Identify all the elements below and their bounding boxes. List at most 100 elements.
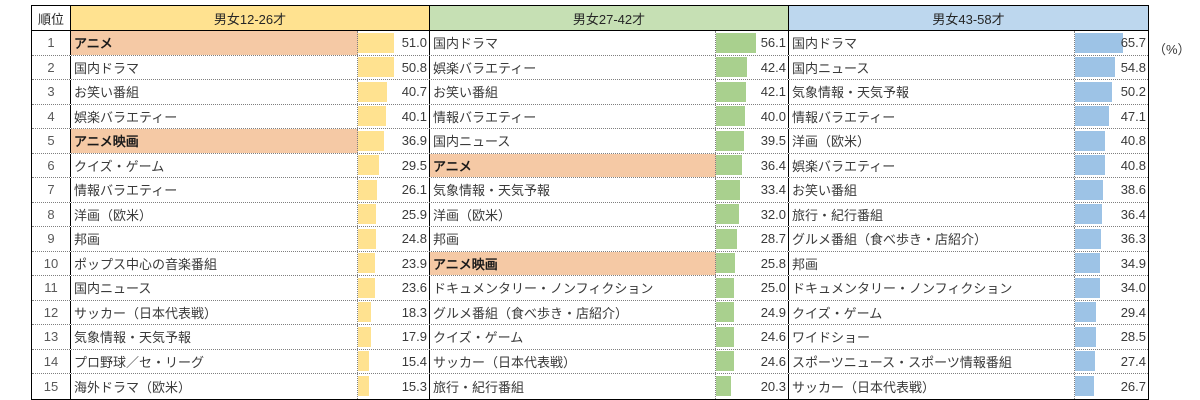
genre-label-cell: 洋画（欧米） [71, 202, 358, 227]
data-bar [716, 302, 734, 323]
value-text: 26.1 [401, 182, 427, 198]
data-bar [358, 326, 371, 347]
genre-label-cell: 国内ドラマ [71, 55, 358, 80]
data-bar [1075, 376, 1095, 397]
value-bar-cell: 25.9 [358, 202, 430, 227]
value-bar-cell: 39.5 [716, 129, 789, 153]
group-header-age-27-42: 男女27-42才 [430, 6, 789, 30]
genre-label-cell: クイズ・ゲーム [71, 153, 358, 178]
value-bar-cell: 15.3 [358, 374, 430, 399]
value-bar-cell: 47.1 [1075, 105, 1148, 129]
genre-label-cell: 娯楽バラエティー [789, 153, 1075, 178]
table-row: 5 アニメ映画 36.9 国内ニュース 39.5 洋画（欧米） 40.8 [32, 129, 1148, 154]
genre-label-cell: アニメ映画 [430, 251, 716, 276]
table-row: 10 ポップス中心の音楽番組 23.9 アニメ映画 25.8 邦画 34.9 [32, 251, 1148, 277]
value-text: 17.9 [401, 329, 427, 345]
value-bar-cell: 28.7 [716, 227, 789, 251]
value-text: 27.4 [1120, 353, 1146, 369]
table-row: 12 サッカー（日本代表戦） 18.3 グルメ番組（食べ歩き・店紹介） 24.9 クイズ・… [32, 300, 1148, 326]
data-bar [1075, 130, 1105, 151]
data-bar [358, 155, 379, 176]
table-row: 9 邦画 24.8 邦画 28.7 グルメ番組（食べ歩き・店紹介） 36.3 [32, 227, 1148, 252]
genre-label-cell: ワイドショー [789, 325, 1075, 349]
data-bar [358, 57, 395, 78]
data-bar [358, 376, 369, 397]
value-bar-cell: 32.0 [716, 202, 789, 227]
data-bar [716, 277, 734, 298]
table-row: 4 娯楽バラエティー 40.1 情報バラエティー 40.0 情報バラエティー 47.1 [32, 104, 1148, 130]
genre-label-cell: 国内ニュース [789, 55, 1075, 80]
value-bar-cell: 36.9 [358, 129, 430, 153]
genre-label-cell: 情報バラエティー [71, 178, 358, 202]
genre-label-cell: 洋画（欧米） [430, 202, 716, 227]
data-bar [358, 179, 377, 200]
rank-cell: 1 [32, 31, 71, 55]
rank-cell: 15 [32, 374, 71, 399]
table-body: 1 アニメ 51.0 国内ドラマ 56.1 国内ドラマ 65.7 2 国内ドラマ 50.8 娯楽バラ… [32, 31, 1148, 399]
value-bar-cell: 38.6 [1075, 178, 1148, 202]
table-row: 15 海外ドラマ（欧米） 15.3 旅行・紀行番組 20.3 サッカー（日本代表戦） 26.… [32, 374, 1148, 399]
value-bar-cell: 56.1 [716, 31, 789, 55]
data-bar [358, 302, 371, 323]
value-bar-cell: 42.4 [716, 55, 789, 80]
data-bar [358, 228, 376, 249]
table-row: 14 プロ野球／セ・リーグ 15.4 サッカー（日本代表戦） 24.6 スポーツニュース・… [32, 349, 1148, 375]
data-bar [1075, 81, 1112, 102]
value-bar-cell: 27.4 [1075, 350, 1148, 374]
genre-label-cell: 娯楽バラエティー [71, 104, 358, 129]
genre-label-cell: 邦画 [430, 227, 716, 251]
value-text: 40.0 [760, 108, 786, 124]
value-text: 47.1 [1120, 108, 1146, 124]
genre-label-cell: スポーツニュース・スポーツ情報番組 [789, 349, 1075, 374]
data-bar [716, 81, 747, 102]
genre-label-cell: 娯楽バラエティー [430, 55, 716, 80]
data-bar [716, 326, 734, 347]
value-bar-cell: 17.9 [358, 325, 430, 349]
value-text: 36.4 [760, 157, 786, 173]
value-bar-cell: 36.4 [716, 153, 789, 178]
value-text: 28.5 [1120, 329, 1146, 345]
rank-cell: 6 [32, 153, 71, 178]
data-bar [716, 253, 735, 274]
value-text: 34.0 [1120, 280, 1146, 296]
genre-label-cell: アニメ [71, 31, 358, 55]
genre-label-cell: 気象情報・天気予報 [430, 178, 716, 202]
data-bar [716, 179, 741, 200]
value-text: 24.8 [401, 231, 427, 247]
value-text: 50.8 [401, 59, 427, 75]
group-header-age-43-58: 男女43-58才 [789, 6, 1148, 30]
value-bar-cell: 20.3 [716, 374, 789, 399]
value-text: 24.6 [760, 329, 786, 345]
genre-label-cell: クイズ・ゲーム [430, 325, 716, 349]
data-bar [1075, 155, 1105, 176]
value-text: 25.8 [760, 255, 786, 271]
genre-label-cell: 気象情報・天気予報 [789, 80, 1075, 104]
value-text: 23.9 [401, 255, 427, 271]
table-row: 13 気象情報・天気予報 17.9 クイズ・ゲーム 24.6 ワイドショー 28.5 [32, 325, 1148, 350]
genre-label-cell: 国内ニュース [71, 276, 358, 300]
value-bar-cell: 26.7 [1075, 374, 1148, 399]
data-bar [716, 32, 757, 53]
value-bar-cell: 24.6 [716, 349, 789, 374]
table-row: 8 洋画（欧米） 25.9 洋画（欧米） 32.0 旅行・紀行番組 36.4 [32, 202, 1148, 228]
value-bar-cell: 40.0 [716, 104, 789, 129]
genre-label-cell: 情報バラエティー [789, 104, 1075, 129]
table-row: 3 お笑い番組 40.7 お笑い番組 42.1 気象情報・天気予報 50.2 [32, 80, 1148, 105]
value-text: 15.4 [401, 353, 427, 369]
rank-cell: 11 [32, 276, 71, 300]
genre-label-cell: 気象情報・天気予報 [71, 325, 358, 349]
data-bar [1075, 106, 1110, 127]
data-bar [1075, 57, 1115, 78]
genre-label-cell: 洋画（欧米） [789, 129, 1075, 153]
rank-column-header: 順位 [32, 6, 71, 30]
value-text: 33.4 [760, 182, 786, 198]
value-text: 24.6 [760, 353, 786, 369]
rank-cell: 4 [32, 104, 71, 129]
data-bar [358, 277, 375, 298]
genre-label-cell: 国内ドラマ [430, 31, 716, 55]
value-text: 29.5 [401, 157, 427, 173]
value-bar-cell: 26.1 [358, 178, 430, 202]
value-text: 36.9 [401, 133, 427, 149]
data-bar [716, 106, 745, 127]
data-bar [358, 130, 385, 151]
